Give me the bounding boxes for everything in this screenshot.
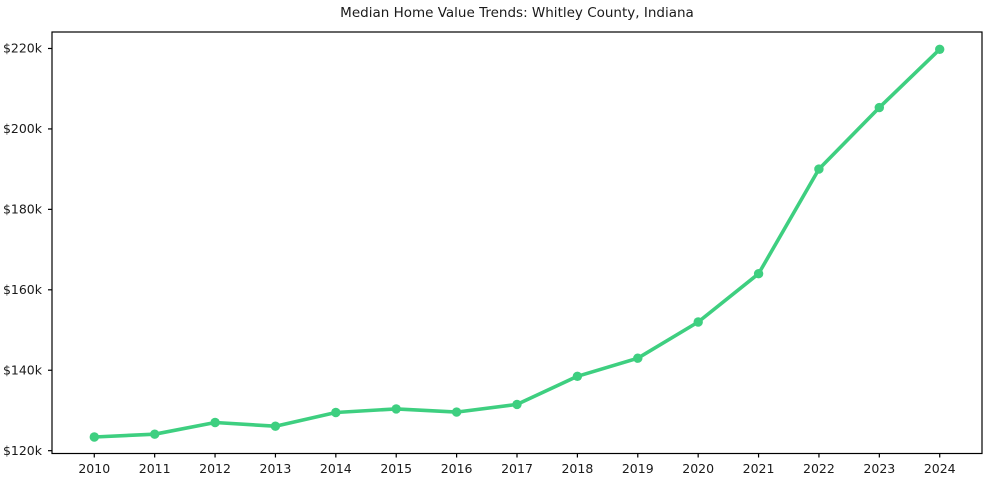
x-tick-label: 2012 [199, 461, 231, 476]
data-point-marker [512, 399, 522, 410]
x-tick-label: 2021 [743, 461, 775, 476]
y-tick-label: $120k [3, 443, 43, 458]
data-point-marker [451, 407, 462, 417]
data-point-marker [753, 269, 764, 279]
y-tick-label: $160k [3, 282, 43, 297]
chart-title: Median Home Value Trends: Whitley County… [340, 5, 694, 21]
x-tick-label: 2018 [561, 461, 593, 476]
x-tick-label: 2024 [924, 461, 956, 476]
data-point-marker [572, 371, 583, 381]
x-tick-label: 2015 [380, 461, 412, 476]
trend-line [92, 47, 942, 439]
data-point-marker [814, 164, 824, 174]
x-tick-label: 2023 [863, 461, 895, 476]
x-tick-label: 2020 [682, 461, 714, 476]
x-tick-label: 2016 [441, 461, 473, 476]
data-point-marker [150, 429, 160, 439]
x-tick-label: 2019 [622, 461, 654, 476]
x-tick-label: 2022 [803, 461, 835, 476]
data-point-marker [210, 417, 220, 428]
data-point-marker [331, 407, 341, 418]
data-point-marker [935, 44, 945, 54]
x-tick-label: 2010 [78, 461, 110, 476]
data-point-marker [633, 353, 643, 363]
x-tick-label: 2017 [501, 461, 533, 476]
y-tick-label: $220k [3, 41, 43, 56]
data-point-marker [270, 421, 281, 431]
data-point-marker [693, 317, 703, 327]
y-tick-label: $140k [3, 362, 43, 377]
plot-border [51, 31, 983, 455]
data-point-marker [89, 432, 100, 442]
y-tick-label: $180k [3, 202, 43, 217]
data-point-marker [874, 102, 884, 113]
x-tick-label: 2014 [320, 461, 352, 476]
x-tick-label: 2013 [260, 461, 292, 476]
x-tick-label: 2011 [139, 461, 171, 476]
y-tick-label: $200k [3, 121, 43, 136]
data-point-marker [391, 404, 401, 414]
